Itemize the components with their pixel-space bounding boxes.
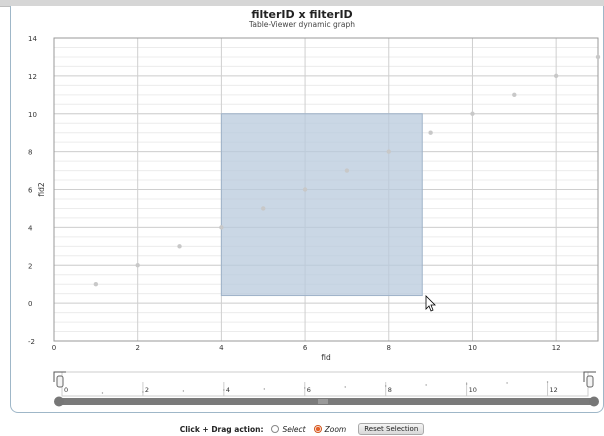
zoom-radio[interactable] bbox=[314, 425, 322, 433]
navigator-point bbox=[304, 387, 305, 388]
zoom-option[interactable]: Zoom bbox=[314, 425, 347, 434]
range-navigator[interactable]: 0 2 4 6 8 10 12 bbox=[0, 0, 604, 412]
navigator-point bbox=[264, 388, 265, 389]
navigator-tick-label: 6 bbox=[307, 386, 311, 394]
select-option-label: Select bbox=[282, 425, 305, 434]
drag-action-label: Click + Drag action: bbox=[180, 425, 264, 434]
reset-selection-button[interactable]: Reset Selection bbox=[358, 423, 424, 435]
scrollbar-right-knob[interactable] bbox=[589, 397, 599, 407]
navigator-point bbox=[425, 384, 426, 385]
zoom-option-label: Zoom bbox=[325, 425, 347, 434]
navigator-point bbox=[223, 389, 224, 390]
navigator-tick-label: 8 bbox=[388, 386, 392, 394]
navigator-tick-label: 10 bbox=[469, 386, 477, 394]
navigator-right-handle[interactable] bbox=[587, 376, 593, 387]
navigator-left-handle[interactable] bbox=[57, 376, 63, 387]
navigator-tick-label: 2 bbox=[145, 386, 149, 394]
navigator-point bbox=[506, 382, 507, 383]
select-option[interactable]: Select bbox=[271, 425, 305, 434]
navigator-frame bbox=[62, 372, 588, 396]
navigator-tick-label: 0 bbox=[64, 386, 68, 394]
drag-action-controls: Click + Drag action: Select Zoom Reset S… bbox=[0, 422, 604, 436]
navigator-point bbox=[345, 386, 346, 387]
navigator-point bbox=[102, 392, 103, 393]
navigator-point bbox=[547, 381, 548, 382]
navigator-point bbox=[183, 390, 184, 391]
scrollbar-left-knob[interactable] bbox=[54, 397, 64, 407]
select-radio[interactable] bbox=[271, 425, 279, 433]
navigator-tick-label: 4 bbox=[226, 386, 230, 394]
navigator-tick-label: 12 bbox=[550, 386, 558, 394]
navigator-point bbox=[142, 391, 143, 392]
navigator-point bbox=[466, 383, 467, 384]
scrollbar-grip bbox=[318, 399, 328, 404]
navigator-point bbox=[385, 385, 386, 386]
